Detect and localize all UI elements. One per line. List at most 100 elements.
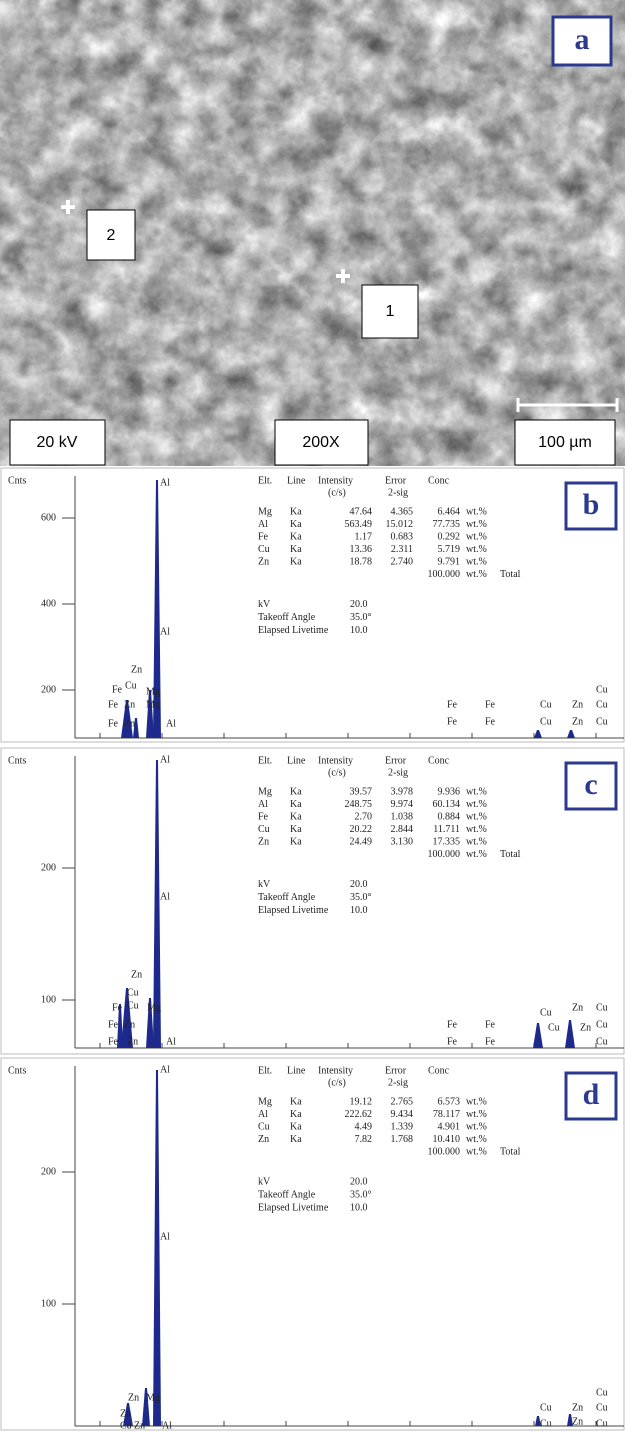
setting-value: 20.0 <box>350 1176 368 1187</box>
peak-label: Al <box>160 626 170 637</box>
setting-value: 20.0 <box>350 879 368 890</box>
peak-label: Cu <box>596 1418 608 1429</box>
voltage: 20 kV <box>37 434 78 451</box>
peak-label: Al <box>166 1036 176 1047</box>
table-total: Total <box>500 1146 521 1157</box>
table-header: Intensity <box>318 475 353 486</box>
table-cell: 20.22 <box>350 824 373 835</box>
table-cell: 3.130 <box>391 836 414 847</box>
peak-label: Zn <box>131 969 142 980</box>
setting-name: Elapsed Livetime <box>258 905 329 916</box>
peak-label: Fe <box>108 718 119 729</box>
setting-value: 20.0 <box>350 599 368 610</box>
table-total: 100.000 <box>428 849 461 860</box>
table-cell: 1.768 <box>391 1134 414 1145</box>
table-cell: 17.335 <box>433 836 461 847</box>
table-cell: wt.% <box>466 824 487 835</box>
peak <box>142 1388 150 1426</box>
table-subheader: (c/s) <box>328 767 346 778</box>
table-header: Conc <box>428 1065 450 1076</box>
peak-label: Cu <box>596 684 608 695</box>
table-cell: 1.17 <box>355 531 373 542</box>
peak-label: Zn <box>128 1392 139 1403</box>
peak <box>117 1004 123 1048</box>
table-cell: 7.82 <box>355 1134 373 1145</box>
table-header: Error <box>385 475 407 486</box>
table-cell: 3.978 <box>391 786 414 797</box>
peak-label: Fe <box>485 716 496 727</box>
table-cell: 4.365 <box>391 506 414 517</box>
spectrum-panel <box>0 467 625 743</box>
letter-box <box>564 761 618 811</box>
setting-value: 10.0 <box>350 1202 368 1213</box>
table-cell: 11.711 <box>433 824 460 835</box>
peak-label: Mg <box>146 686 160 697</box>
table-cell: 1.339 <box>391 1121 414 1132</box>
table-cell: 2.844 <box>391 824 414 835</box>
cross <box>336 269 350 283</box>
peak <box>153 480 161 738</box>
peak-label: Zn <box>127 1036 138 1047</box>
table-cell: Al <box>258 1109 268 1120</box>
panel-letter: c <box>584 768 597 801</box>
table-cell: 2.70 <box>355 811 373 822</box>
peak-label: Zn <box>572 1416 583 1427</box>
table-cell: Ka <box>290 836 302 847</box>
magnification: 200X <box>302 434 340 451</box>
table-cell: wt.% <box>466 544 487 555</box>
table-cell: Cu <box>258 544 270 555</box>
peak <box>123 1403 133 1426</box>
setting-name: Elapsed Livetime <box>258 625 329 636</box>
peak-label: Fe <box>447 716 458 727</box>
sem-panel: a 2 1 20 kV 200X 100 µm <box>0 0 625 466</box>
peak-label: Zn <box>124 699 135 710</box>
setting-name: Takeoff Angle <box>258 892 316 903</box>
table-cell: 18.78 <box>350 556 373 567</box>
table-cell: wt.% <box>466 811 487 822</box>
peak-label: Mg <box>146 1392 160 1403</box>
spectrum-panel <box>0 747 625 1055</box>
table-cell: 19.12 <box>350 1096 373 1107</box>
table-cell: Ka <box>290 519 302 530</box>
table-header: Elt. <box>258 755 272 766</box>
y-axis-label: Cnts <box>8 755 26 766</box>
table-total: wt.% <box>466 849 487 860</box>
setting-value: 10.0 <box>350 905 368 916</box>
table-cell: 13.36 <box>350 544 373 555</box>
table-cell: 0.683 <box>391 531 414 542</box>
table-cell: Ka <box>290 1096 302 1107</box>
y-tick-label: 200 <box>41 684 56 695</box>
scale-bar <box>516 398 619 412</box>
table-total: 100.000 <box>428 1146 461 1157</box>
peak-label: Fe <box>485 1019 496 1030</box>
peak-label: Cu <box>596 1402 608 1413</box>
table-cell: wt.% <box>466 556 487 567</box>
table-cell: Ka <box>290 1121 302 1132</box>
peak <box>565 1020 575 1048</box>
y-tick-label: 100 <box>41 994 56 1005</box>
table-total: 100.000 <box>428 569 461 580</box>
info-box <box>274 419 369 466</box>
peak-label: Zn <box>572 1402 583 1413</box>
table-cell: Cu <box>258 1121 270 1132</box>
peak-label: Cu <box>127 987 139 998</box>
setting-name: Takeoff Angle <box>258 612 316 623</box>
table-cell: Al <box>258 519 268 530</box>
y-axis-label: Cnts <box>8 1065 26 1076</box>
setting-name: kV <box>258 879 271 890</box>
table-header: Elt. <box>258 475 272 486</box>
table-cell: 78.117 <box>433 1109 460 1120</box>
peak-label: Zn <box>572 699 583 710</box>
peak-label: Zn <box>124 718 135 729</box>
peak-label: Al <box>160 1231 170 1242</box>
table-cell: 60.134 <box>433 799 461 810</box>
peak-label: Zn <box>580 1022 591 1033</box>
table-cell: Ka <box>290 506 302 517</box>
table-cell: Cu <box>258 824 270 835</box>
table-cell: 1.038 <box>391 811 414 822</box>
peak-label: Cu <box>548 1022 560 1033</box>
peak-label: Fe <box>108 1019 119 1030</box>
point-box <box>361 284 419 339</box>
table-header: Elt. <box>258 1065 272 1076</box>
